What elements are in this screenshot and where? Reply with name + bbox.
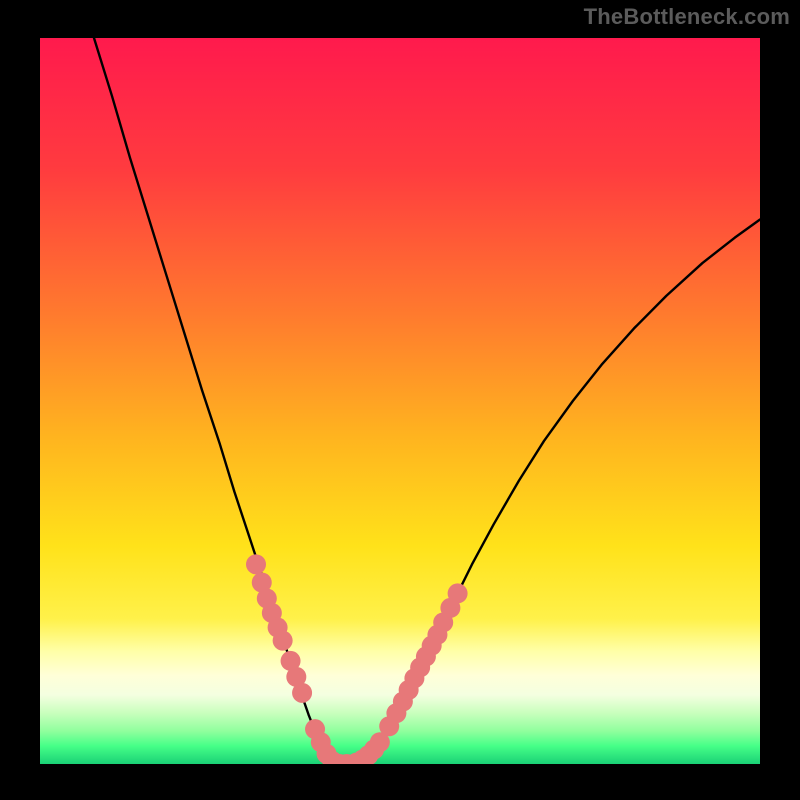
data-dot (292, 683, 312, 703)
watermark-text: TheBottleneck.com (584, 4, 790, 30)
chart-stage: TheBottleneck.com (0, 0, 800, 800)
plot-area (40, 38, 760, 764)
data-dot (448, 583, 468, 603)
data-dot (273, 631, 293, 651)
data-dot (246, 554, 266, 574)
overlay-svg (40, 38, 760, 764)
dot-series (246, 554, 468, 764)
